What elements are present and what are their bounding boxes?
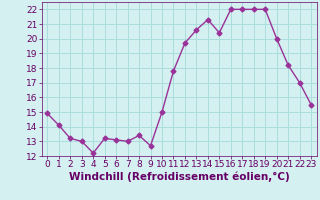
X-axis label: Windchill (Refroidissement éolien,°C): Windchill (Refroidissement éolien,°C) (69, 172, 290, 182)
